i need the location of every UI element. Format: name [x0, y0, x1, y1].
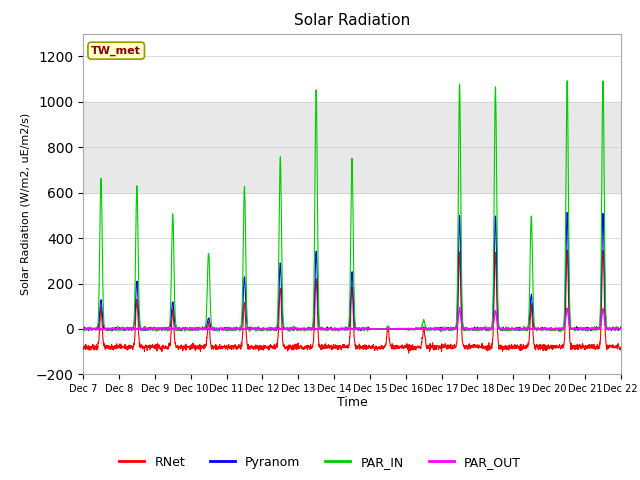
Legend: RNet, Pyranom, PAR_IN, PAR_OUT: RNet, Pyranom, PAR_IN, PAR_OUT: [115, 451, 525, 474]
X-axis label: Time: Time: [337, 396, 367, 408]
Y-axis label: Solar Radiation (W/m2, uE/m2/s): Solar Radiation (W/m2, uE/m2/s): [20, 113, 30, 295]
Text: TW_met: TW_met: [92, 46, 141, 56]
Title: Solar Radiation: Solar Radiation: [294, 13, 410, 28]
Bar: [83, 102, 621, 192]
